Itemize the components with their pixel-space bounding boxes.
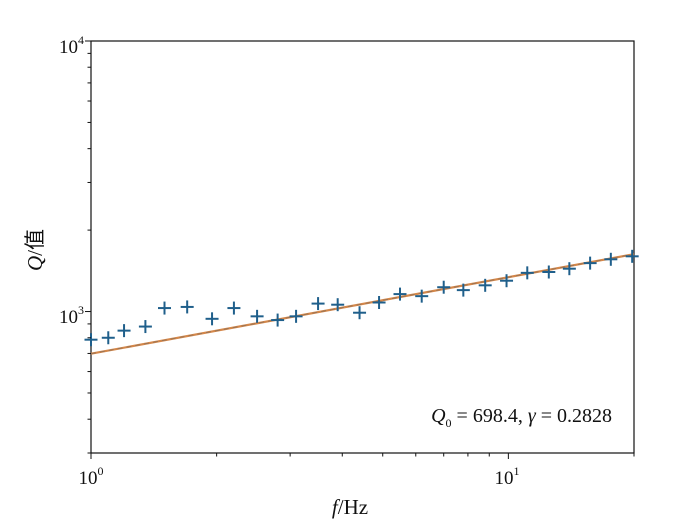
- data-point: [180, 300, 194, 314]
- data-point: [157, 301, 171, 315]
- data-point: [542, 265, 556, 279]
- y-tick-label-1e3: 103: [59, 303, 84, 328]
- data-point: [478, 278, 492, 292]
- data-point: [393, 287, 407, 301]
- x-axis-label: f/Hz: [332, 495, 368, 519]
- data-point: [271, 313, 285, 327]
- fit-line-dashed-overlay: [90, 253, 635, 355]
- data-point: [604, 252, 618, 266]
- data-point: [437, 280, 451, 294]
- fit-line-group: [90, 253, 635, 355]
- data-point: [456, 283, 470, 297]
- x-tick-label-1e1: 101: [495, 464, 520, 489]
- data-point: [84, 333, 98, 347]
- y-tick-label-1e4: 104: [59, 33, 84, 58]
- data-point: [101, 331, 115, 345]
- data-point: [117, 324, 131, 338]
- data-point: [331, 298, 345, 312]
- data-point: [372, 295, 386, 309]
- axis-ticks-group: [85, 40, 635, 459]
- data-point: [311, 297, 325, 311]
- data-point: [138, 320, 152, 334]
- fit-annotation: Q0 = 698.4, γ = 0.2828: [431, 405, 612, 430]
- data-point: [520, 266, 534, 280]
- data-point: [415, 289, 429, 303]
- data-point: [562, 262, 576, 276]
- data-point: [205, 312, 219, 326]
- data-point: [625, 249, 639, 263]
- data-points-group: [84, 249, 639, 347]
- x-tick-label-1e0: 100: [79, 464, 104, 489]
- y-axis-label: Q/值: [23, 229, 47, 271]
- plot-area: [90, 40, 635, 454]
- data-point: [500, 274, 514, 288]
- data-point: [227, 301, 241, 315]
- data-point: [289, 309, 303, 323]
- data-point: [250, 309, 264, 323]
- data-point: [583, 256, 597, 270]
- data-point: [353, 306, 367, 320]
